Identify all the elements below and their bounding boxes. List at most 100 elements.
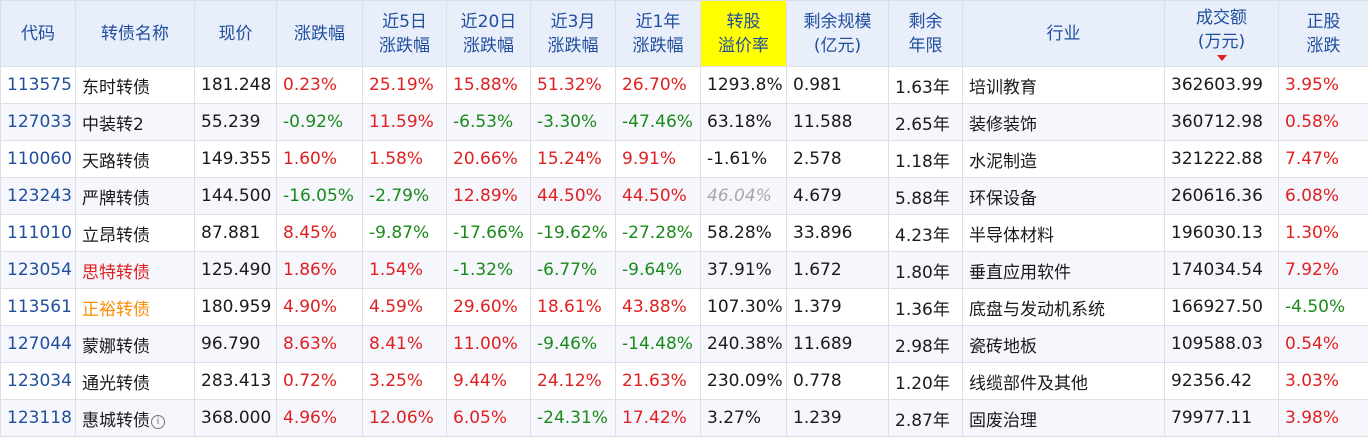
bond-name[interactable]: 严牌转债 xyxy=(75,177,195,215)
term-cell: 4.23年 xyxy=(888,214,963,252)
table-row[interactable]: 123054 思特转债 125.490 1.86% 1.54% -1.32% -… xyxy=(0,251,1368,289)
table-row[interactable]: 113561 正裕转债 180.959 4.90% 4.59% 29.60% 1… xyxy=(0,288,1368,326)
col-header-term[interactable]: 剩余 年限 xyxy=(888,0,963,67)
col-header-premium[interactable]: 转股 溢价率 xyxy=(700,0,787,67)
table-row[interactable]: 113575 东时转债 181.248 0.23% 25.19% 15.88% … xyxy=(0,66,1368,104)
size-cell: 1.379 xyxy=(786,288,889,326)
bond-code[interactable]: 110060 xyxy=(0,140,76,178)
table-row[interactable]: 123118 惠城转债 i 368.000 4.96% 12.06% 6.05% … xyxy=(0,399,1368,437)
term-cell: 1.36年 xyxy=(888,288,963,326)
bond-name[interactable]: 中装转2 xyxy=(75,103,195,141)
industry-cell: 垂直应用软件 xyxy=(962,251,1165,289)
change-1y-cell: -14.48% xyxy=(615,325,701,363)
col-header-code[interactable]: 代码 xyxy=(0,0,76,67)
bond-code[interactable]: 111010 xyxy=(0,214,76,252)
bond-name[interactable]: 天路转债 xyxy=(75,140,195,178)
change-5d-cell: 12.06% xyxy=(362,399,447,437)
bond-name[interactable]: 惠城转债 xyxy=(82,410,150,431)
term-cell: 5.88年 xyxy=(888,177,963,215)
change-5d-cell: 11.59% xyxy=(362,103,447,141)
term-cell: 1.20年 xyxy=(888,362,963,400)
change-20d-cell: 29.60% xyxy=(446,288,531,326)
col-header-size[interactable]: 剩余规模 (亿元) xyxy=(786,0,889,67)
change-cell: -16.05% xyxy=(276,177,363,215)
industry-cell: 环保设备 xyxy=(962,177,1165,215)
premium-cell: 37.91% xyxy=(700,251,787,289)
bond-name[interactable]: 立昂转债 xyxy=(75,214,195,252)
premium-cell: 230.09% xyxy=(700,362,787,400)
change-5d-cell: 1.58% xyxy=(362,140,447,178)
change-20d-cell: 11.00% xyxy=(446,325,531,363)
size-cell: 0.981 xyxy=(786,66,889,104)
price-cell: 181.248 xyxy=(194,66,277,104)
stock-change-cell: 6.08% xyxy=(1278,177,1368,215)
table-row[interactable]: 123034 通光转债 283.413 0.72% 3.25% 9.44% 24… xyxy=(0,362,1368,400)
col-header-stock-chg[interactable]: 正股 涨跌 xyxy=(1278,0,1368,67)
volume-cell: 360712.98 xyxy=(1164,103,1279,141)
change-3m-cell: -3.30% xyxy=(530,103,616,141)
table-row[interactable]: 111010 立昂转债 87.881 8.45% -9.87% -17.66% … xyxy=(0,214,1368,252)
bond-name[interactable]: 思特转债 xyxy=(75,251,195,289)
table-row[interactable]: 127033 中装转2 55.239 -0.92% 11.59% -6.53% … xyxy=(0,103,1368,141)
bond-name[interactable]: 通光转债 xyxy=(75,362,195,400)
premium-cell: 240.38% xyxy=(700,325,787,363)
change-1y-cell: 21.63% xyxy=(615,362,701,400)
table-row[interactable]: 110060 天路转债 149.355 1.60% 1.58% 20.66% 1… xyxy=(0,140,1368,178)
table-row[interactable]: 123243 严牌转债 144.500 -16.05% -2.79% 12.89… xyxy=(0,177,1368,215)
bond-code[interactable]: 123054 xyxy=(0,251,76,289)
bond-code[interactable]: 123243 xyxy=(0,177,76,215)
industry-cell: 线缆部件及其他 xyxy=(962,362,1165,400)
col-header-chg1y[interactable]: 近1年 涨跌幅 xyxy=(615,0,701,67)
bond-name[interactable]: 蒙娜转债 xyxy=(75,325,195,363)
table-row[interactable]: 127044 蒙娜转债 96.790 8.63% 8.41% 11.00% -9… xyxy=(0,325,1368,363)
col-header-industry[interactable]: 行业 xyxy=(962,0,1165,67)
bond-code[interactable]: 113561 xyxy=(0,288,76,326)
change-1y-cell: -27.28% xyxy=(615,214,701,252)
volume-cell: 92356.42 xyxy=(1164,362,1279,400)
stock-change-cell: 7.92% xyxy=(1278,251,1368,289)
col-header-chg3m[interactable]: 近3月 涨跌幅 xyxy=(530,0,616,67)
stock-change-cell: 7.47% xyxy=(1278,140,1368,178)
bond-code[interactable]: 127033 xyxy=(0,103,76,141)
size-cell: 33.896 xyxy=(786,214,889,252)
volume-cell: 362603.99 xyxy=(1164,66,1279,104)
industry-cell: 装修装饰 xyxy=(962,103,1165,141)
col-header-volume[interactable]: 成交额 (万元) xyxy=(1164,0,1279,67)
premium-cell: 63.18% xyxy=(700,103,787,141)
change-3m-cell: -24.31% xyxy=(530,399,616,437)
price-cell: 283.413 xyxy=(194,362,277,400)
bond-code[interactable]: 123118 xyxy=(0,399,76,437)
size-cell: 4.679 xyxy=(786,177,889,215)
bond-name[interactable]: 东时转债 xyxy=(75,66,195,104)
change-20d-cell: -17.66% xyxy=(446,214,531,252)
stock-change-cell: 3.95% xyxy=(1278,66,1368,104)
premium-cell: 58.28% xyxy=(700,214,787,252)
price-cell: 368.000 xyxy=(194,399,277,437)
info-icon[interactable]: i xyxy=(151,414,165,429)
bond-code[interactable]: 113575 xyxy=(0,66,76,104)
bond-name[interactable]: 正裕转债 xyxy=(75,288,195,326)
change-20d-cell: 6.05% xyxy=(446,399,531,437)
change-5d-cell: 1.54% xyxy=(362,251,447,289)
change-20d-cell: 9.44% xyxy=(446,362,531,400)
change-cell: 1.60% xyxy=(276,140,363,178)
volume-cell: 109588.03 xyxy=(1164,325,1279,363)
change-cell: 0.72% xyxy=(276,362,363,400)
change-cell: -0.92% xyxy=(276,103,363,141)
change-20d-cell: 20.66% xyxy=(446,140,531,178)
change-5d-cell: 3.25% xyxy=(362,362,447,400)
col-header-chg20d[interactable]: 近20日 涨跌幅 xyxy=(446,0,531,67)
size-cell: 11.689 xyxy=(786,325,889,363)
bond-code[interactable]: 123034 xyxy=(0,362,76,400)
col-header-price[interactable]: 现价 xyxy=(194,0,277,67)
industry-cell: 培训教育 xyxy=(962,66,1165,104)
bond-code[interactable]: 127044 xyxy=(0,325,76,363)
premium-cell: 107.30% xyxy=(700,288,787,326)
col-header-chg[interactable]: 涨跌幅 xyxy=(276,0,363,67)
change-cell: 0.23% xyxy=(276,66,363,104)
stock-change-cell: 0.54% xyxy=(1278,325,1368,363)
col-header-chg5d[interactable]: 近5日 涨跌幅 xyxy=(362,0,447,67)
col-header-name[interactable]: 转债名称 xyxy=(75,0,195,67)
bond-name-cell[interactable]: 惠城转债 i xyxy=(75,399,195,437)
